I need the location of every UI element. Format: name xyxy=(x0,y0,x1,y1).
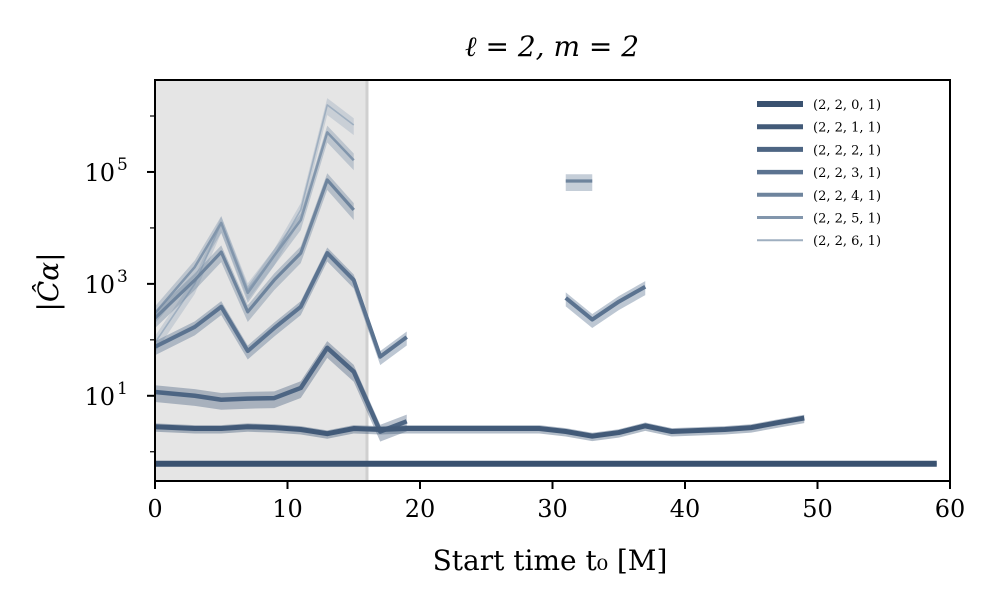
legend-label-0: (2, 2, 0, 1) xyxy=(813,98,881,113)
series-line-1 xyxy=(154,415,805,439)
legend-label-6: (2, 2, 6, 1) xyxy=(813,234,881,249)
series-group xyxy=(153,98,937,467)
x-axis: 0 10 20 30 40 50 60 xyxy=(147,481,965,523)
x-axis-label: Start time t₀ [M] xyxy=(433,544,668,577)
shaded-region xyxy=(155,80,367,481)
series-line-2 xyxy=(154,345,408,434)
legend-label-3: (2, 2, 3, 1) xyxy=(813,166,881,181)
legend-label-1: (2, 2, 1, 1) xyxy=(813,121,881,136)
chart-title: ℓ = 2, m = 2 xyxy=(465,30,639,63)
y-tick-exponent: 5 xyxy=(117,155,128,175)
x-tick-label: 0 xyxy=(147,495,162,523)
series-line-3 xyxy=(564,284,647,322)
x-tick-label: 50 xyxy=(802,495,833,523)
y-tick-label: 10 xyxy=(84,383,115,411)
x-tick-label: 40 xyxy=(670,495,701,523)
x-tick-label: 10 xyxy=(272,495,303,523)
y-tick-label: 10 xyxy=(84,159,115,187)
y-tick-exponent: 3 xyxy=(117,267,128,287)
legend-label-4: (2, 2, 4, 1) xyxy=(813,189,881,204)
series-line-3 xyxy=(154,251,408,359)
series-line-4 xyxy=(153,178,355,320)
x-tick-label: 20 xyxy=(405,495,436,523)
uncertainty-band xyxy=(155,247,407,366)
legend-label-5: (2, 2, 5, 1) xyxy=(813,212,881,227)
uncertainty-band xyxy=(155,341,407,442)
y-tick-exponent: 1 xyxy=(117,379,128,399)
legend: (2, 2, 0, 1) (2, 2, 1, 1) (2, 2, 2, 1) (2, … xyxy=(757,98,881,249)
y-axis-label: |Ĉα| xyxy=(31,252,65,311)
x-tick-label: 60 xyxy=(935,495,966,523)
uncertainty-band xyxy=(565,174,593,192)
y-tick-label: 10 xyxy=(84,271,115,299)
series-line-5 xyxy=(154,131,355,314)
x-tick-label: 30 xyxy=(537,495,568,523)
legend-label-2: (2, 2, 2, 1) xyxy=(813,143,881,158)
